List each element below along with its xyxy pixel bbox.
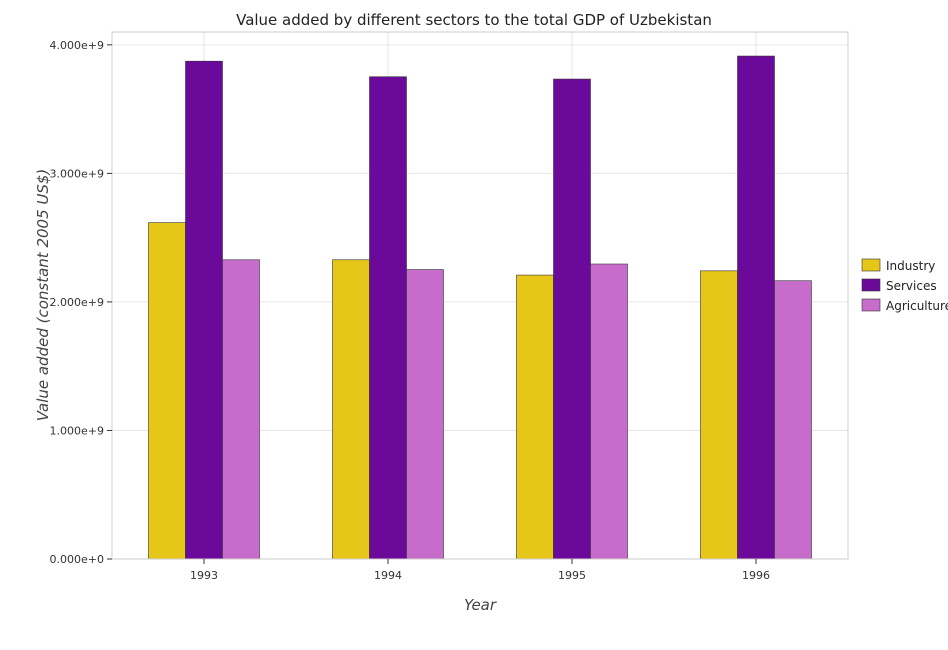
- legend-label-services: Services: [886, 279, 937, 293]
- axis-ticks: 0.000e+0 1.000e+9 2.000e+9 3.000e+9 4.000e+9…: [50, 39, 770, 582]
- bar-industry-1993: [148, 222, 186, 560]
- legend-label-agriculture: Agriculture: [886, 299, 948, 313]
- bar-services-1995: [553, 78, 591, 560]
- legend: Industry Services Agriculture: [861, 258, 948, 313]
- x-tick-label: 1994: [374, 569, 402, 582]
- bar-agriculture-1996: [774, 280, 812, 560]
- legend-swatch-services: [861, 278, 881, 292]
- x-tick-label: 1993: [190, 569, 218, 582]
- x-tick-label: 1995: [558, 569, 586, 582]
- bar-agriculture-1993: [222, 259, 260, 560]
- bar-industry-1994: [332, 259, 370, 560]
- bars: [148, 55, 812, 560]
- chart-title: Value added by different sectors to the …: [236, 11, 712, 29]
- bar-industry-1995: [516, 274, 554, 560]
- y-tick-label: 0.000e+0: [50, 553, 104, 566]
- x-tick-label: 1996: [742, 569, 770, 582]
- bar-services-1996: [737, 55, 775, 560]
- bar-services-1993: [185, 60, 223, 560]
- legend-swatch-agriculture: [861, 298, 881, 312]
- y-tick-label: 4.000e+9: [50, 39, 104, 52]
- y-axis-title: Value added (constant 2005 US$): [34, 169, 52, 422]
- legend-swatch-industry: [861, 258, 881, 272]
- y-tick-label: 2.000e+9: [50, 296, 104, 309]
- y-tick-label: 1.000e+9: [50, 424, 104, 437]
- plot-area: [111, 31, 849, 560]
- bar-agriculture-1994: [406, 269, 444, 560]
- bar-industry-1996: [700, 270, 738, 560]
- legend-label-industry: Industry: [886, 259, 935, 273]
- y-tick-label: 3.000e+9: [50, 167, 104, 180]
- bar-agriculture-1995: [590, 263, 628, 560]
- x-axis-title: Year: [464, 596, 497, 614]
- bar-services-1994: [369, 76, 407, 560]
